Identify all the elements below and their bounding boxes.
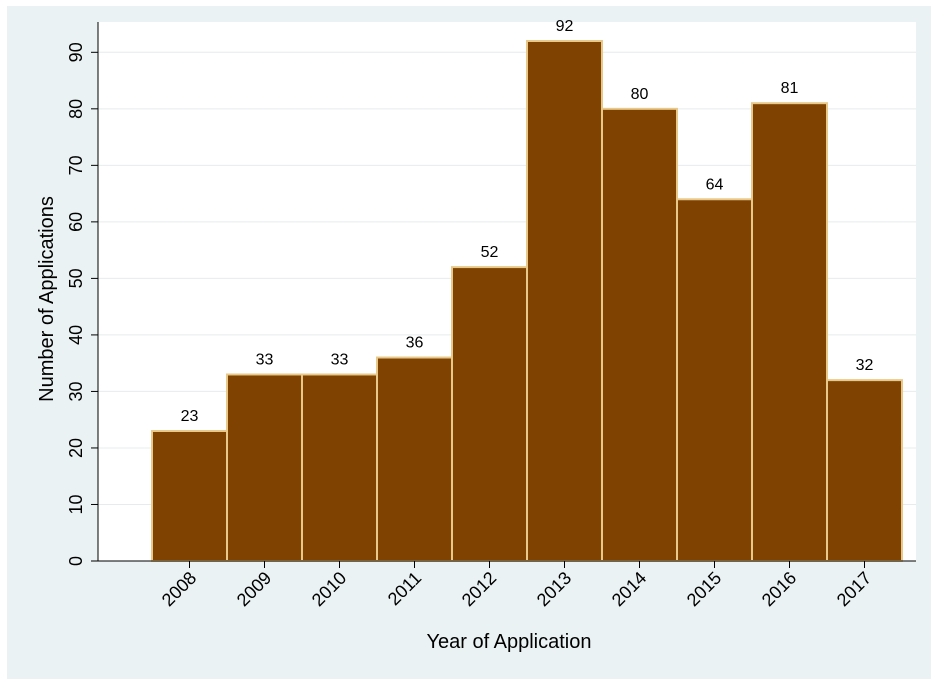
bar-2009 [226, 373, 303, 563]
x-tick-label: 2012 [458, 568, 500, 610]
x-tick-label: 2016 [758, 568, 800, 610]
x-tick-label: 2017 [833, 568, 875, 610]
y-axis-title: Number of Applications [36, 196, 58, 402]
y-tick-label: 20 [66, 438, 86, 458]
x-tick-label: 2015 [683, 568, 725, 610]
value-label-2009: 33 [256, 351, 274, 368]
bar-2015 [676, 198, 753, 562]
x-tick-label: 2010 [308, 568, 350, 610]
bars [151, 40, 903, 563]
value-label-2010: 33 [331, 351, 349, 368]
y-tick-label: 50 [66, 268, 86, 288]
bar-2011 [376, 356, 453, 562]
value-label-2017: 32 [856, 357, 874, 374]
bar-2008 [151, 430, 228, 562]
y-tick-label: 0 [66, 556, 86, 566]
y-tick-label: 90 [66, 42, 86, 62]
value-label-2015: 64 [706, 176, 724, 193]
x-tick-label: 2008 [158, 568, 200, 610]
bar-2010 [301, 373, 378, 563]
value-label-2012: 52 [481, 244, 499, 261]
value-label-2008: 23 [181, 408, 199, 425]
x-axis-title: Year of Application [427, 631, 592, 653]
x-axis-ticks: 2008 2009 2010 2011 2012 2013 2014 2015 2016 2017 [158, 561, 875, 610]
value-label-2011: 36 [406, 335, 424, 352]
y-tick-label: 30 [66, 381, 86, 401]
bar-2017 [826, 379, 903, 562]
bar-2014 [601, 107, 678, 563]
bar-chart: 23 33 33 36 52 92 80 64 81 32 0 10 20 30 40 50 60 70 80 90… [36, 18, 916, 653]
x-tick-label: 2013 [533, 568, 575, 610]
y-tick-label: 10 [66, 494, 86, 514]
bar-2012 [451, 266, 528, 562]
y-tick-label: 80 [66, 99, 86, 119]
value-label-2016: 81 [781, 80, 799, 97]
chart-background: 23 33 33 36 52 92 80 64 81 32 0 10 20 30 40 50 60 70 80 90… [7, 6, 931, 679]
value-labels: 23 33 33 36 52 92 80 64 81 32 [181, 18, 874, 425]
value-label-2014: 80 [631, 86, 649, 103]
bar-2013 [526, 40, 603, 562]
x-tick-label: 2009 [233, 568, 275, 610]
y-tick-label: 60 [66, 212, 86, 232]
x-tick-label: 2014 [608, 568, 650, 610]
bar-2016 [751, 102, 828, 562]
y-axis-ticks: 0 10 20 30 40 50 60 70 80 90 [66, 42, 98, 566]
value-label-2013: 92 [556, 18, 574, 35]
x-tick-label: 2011 [384, 568, 426, 610]
y-tick-label: 40 [66, 325, 86, 345]
y-tick-label: 70 [66, 155, 86, 175]
